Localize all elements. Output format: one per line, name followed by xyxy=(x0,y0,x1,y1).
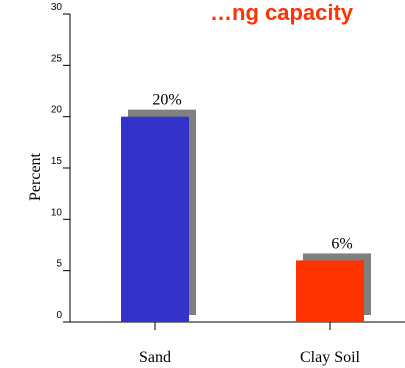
y-tick-label: 30 xyxy=(51,2,63,13)
x-tick-label: Clay Soil xyxy=(300,349,361,366)
x-tick-labels: Sand Clay Soil xyxy=(139,322,361,366)
y-tick-label: 5 xyxy=(56,259,62,270)
data-label: 20% xyxy=(152,92,181,109)
y-ticks: 0 5 10 15 20 25 30 xyxy=(51,2,70,323)
y-axis-label: Percent xyxy=(27,152,44,201)
y-tick-label: 10 xyxy=(51,207,63,218)
data-label: 6% xyxy=(331,235,352,252)
y-tick-label: 15 xyxy=(51,156,63,167)
x-tick-label: Sand xyxy=(139,349,171,366)
y-tick-label: 0 xyxy=(56,310,62,321)
y-tick-label: 20 xyxy=(51,105,63,116)
y-tick-label: 25 xyxy=(51,53,63,64)
bar-sand xyxy=(121,116,189,323)
bar-clay-soil xyxy=(296,260,364,322)
chart-title: …ng capacity xyxy=(210,0,354,25)
bars: 20% 6% xyxy=(121,92,371,323)
